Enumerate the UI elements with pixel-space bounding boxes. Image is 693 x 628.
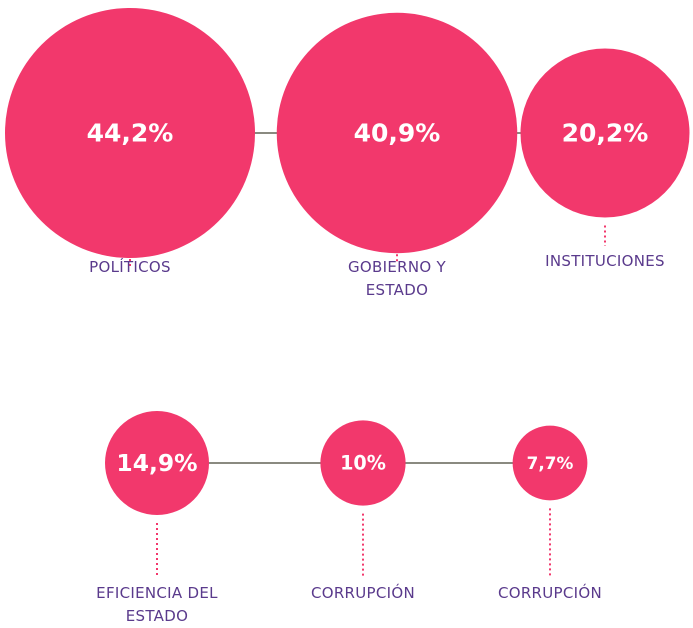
value-label: 20,2%	[562, 119, 649, 148]
category-label: CORRUPCIÓN	[497, 584, 603, 602]
value-label: 10%	[340, 452, 386, 475]
bubble	[276, 12, 518, 254]
bubble	[5, 8, 255, 258]
bubble	[105, 411, 209, 515]
bubble	[320, 420, 406, 506]
value-label: 7,7%	[527, 453, 574, 473]
category-label: GOBIERNO Y ESTADO	[347, 258, 446, 299]
value-label: 14,9%	[116, 449, 197, 477]
category-label: INSTITUCIONES	[545, 252, 665, 270]
category-label: EFICIENCIA DEL ESTADO	[96, 584, 218, 625]
bubble	[512, 425, 588, 501]
category-label: CORRUPCIÓN	[310, 584, 416, 602]
value-label: 44,2%	[87, 119, 174, 148]
bubble	[520, 48, 690, 218]
value-label: 40,9%	[354, 119, 441, 148]
category-label: POLÍTICOS	[89, 258, 171, 276]
